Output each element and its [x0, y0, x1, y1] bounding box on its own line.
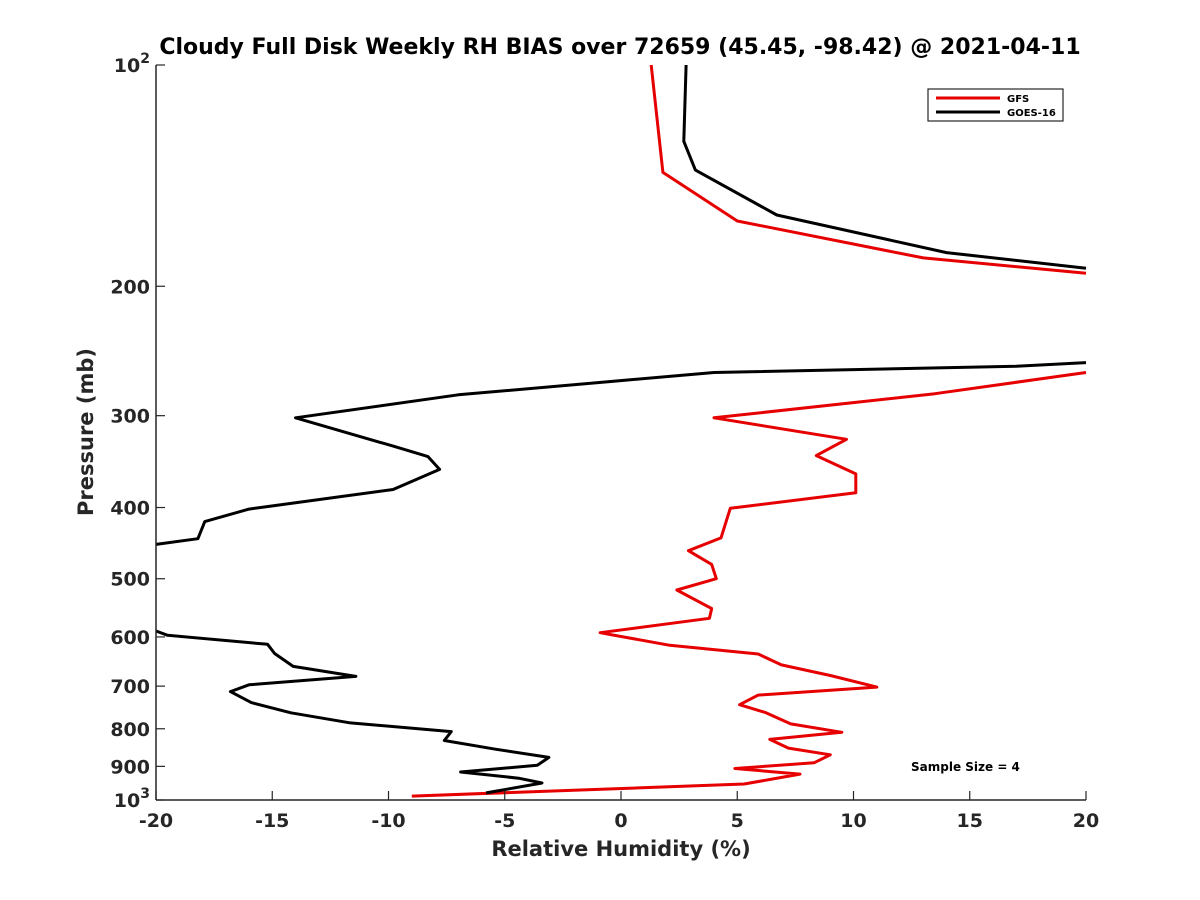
y-tick-label: 700 — [110, 676, 150, 698]
series-layer — [155, 64, 1087, 798]
y-tick-label: 102 — [114, 51, 150, 77]
y-tick-label-base: 700 — [110, 676, 150, 698]
x-tick-group: -20 -15 -10 -5 0 5 10 15 20 — [139, 791, 1099, 832]
y-tick-label-base: 900 — [110, 756, 150, 778]
plot-area: -20 -15 -10 -5 0 5 10 15 20 10220030040050060070… — [110, 51, 1099, 832]
x-tick-label: -5 — [494, 810, 515, 832]
x-axis-label: Relative Humidity (%) — [491, 837, 750, 861]
sample-size-annotation: Sample Size = 4 — [911, 760, 1020, 774]
y-tick-label-exponent: 3 — [140, 786, 150, 802]
series-line-gfs — [411, 64, 1087, 798]
legend-label: GFS — [1007, 94, 1029, 105]
x-tick-label: -15 — [255, 810, 289, 832]
y-tick-label-base: 500 — [110, 569, 150, 591]
y-tick-label: 400 — [110, 498, 150, 520]
y-tick-label: 103 — [114, 786, 150, 812]
x-tick-label: 5 — [731, 810, 744, 832]
x-tick-label: -20 — [139, 810, 173, 832]
y-tick-label: 500 — [110, 569, 150, 591]
x-tick-label: 20 — [1073, 810, 1099, 832]
y-tick-label-base: 10 — [114, 790, 140, 812]
x-tick-label: 0 — [614, 810, 627, 832]
y-axis-label: Pressure (mb) — [74, 348, 98, 516]
y-tick-label: 900 — [110, 756, 150, 778]
x-tick-label: 15 — [957, 810, 983, 832]
y-tick-label-base: 200 — [110, 276, 150, 298]
y-tick-label-base: 800 — [110, 719, 150, 741]
legend: GFS GOES-16 — [927, 88, 1064, 122]
chart-title: Cloudy Full Disk Weekly RH BIAS over 726… — [159, 35, 1080, 60]
y-tick-label: 800 — [110, 719, 150, 741]
y-tick-label-base: 10 — [114, 55, 140, 77]
legend-box — [927, 88, 1064, 122]
x-tick-label: -10 — [371, 810, 405, 832]
y-tick-label-base: 600 — [110, 627, 150, 649]
y-tick-label-exponent: 2 — [140, 51, 150, 67]
y-tick-label: 600 — [110, 627, 150, 649]
y-tick-label-base: 400 — [110, 498, 150, 520]
y-tick-label: 300 — [110, 406, 150, 428]
series-line-goes-16 — [155, 64, 1087, 795]
y-tick-label: 200 — [110, 276, 150, 298]
legend-items: GFS GOES-16 — [936, 94, 1056, 119]
plot-background — [156, 65, 1086, 800]
y-tick-label-base: 300 — [110, 406, 150, 428]
legend-label: GOES-16 — [1007, 108, 1056, 119]
x-tick-label: 10 — [840, 810, 866, 832]
